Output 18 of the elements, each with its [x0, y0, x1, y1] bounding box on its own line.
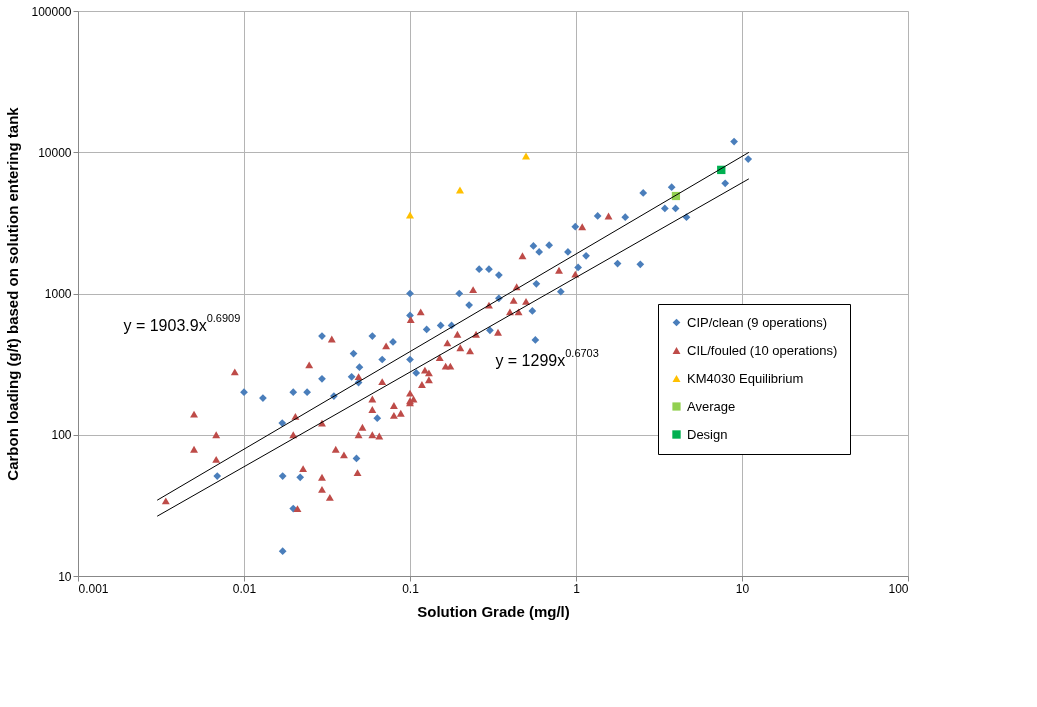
y-tick-label: 10000	[38, 145, 72, 160]
x-tick-label: 0.001	[78, 581, 109, 596]
legend-label: KM4030 Equilibrium	[687, 370, 804, 386]
x-tick-label: 0.01	[232, 581, 257, 596]
x-tick-label: 100	[888, 581, 909, 596]
legend-label: CIP/clean (9 operations)	[687, 314, 828, 330]
y-tick-label: 1000	[44, 287, 72, 301]
y-axis-title: Carbon loading (g/t) based on solution entering tank	[4, 106, 22, 481]
x-axis-title: Solution Grade (mg/l)	[417, 602, 570, 620]
legend-label: Design	[687, 426, 728, 442]
x-tick-label: 0.1	[402, 581, 420, 596]
y-tick-label: 10	[58, 569, 72, 584]
legend-label: CIL/fouled (10 operations)	[687, 342, 838, 358]
x-tick-label: 10	[735, 581, 750, 596]
x-tick-label: 1	[573, 581, 581, 596]
y-tick-label: 100	[51, 428, 72, 443]
legend-label: Average	[687, 398, 736, 414]
y-tick-label: 100000	[31, 4, 72, 19]
